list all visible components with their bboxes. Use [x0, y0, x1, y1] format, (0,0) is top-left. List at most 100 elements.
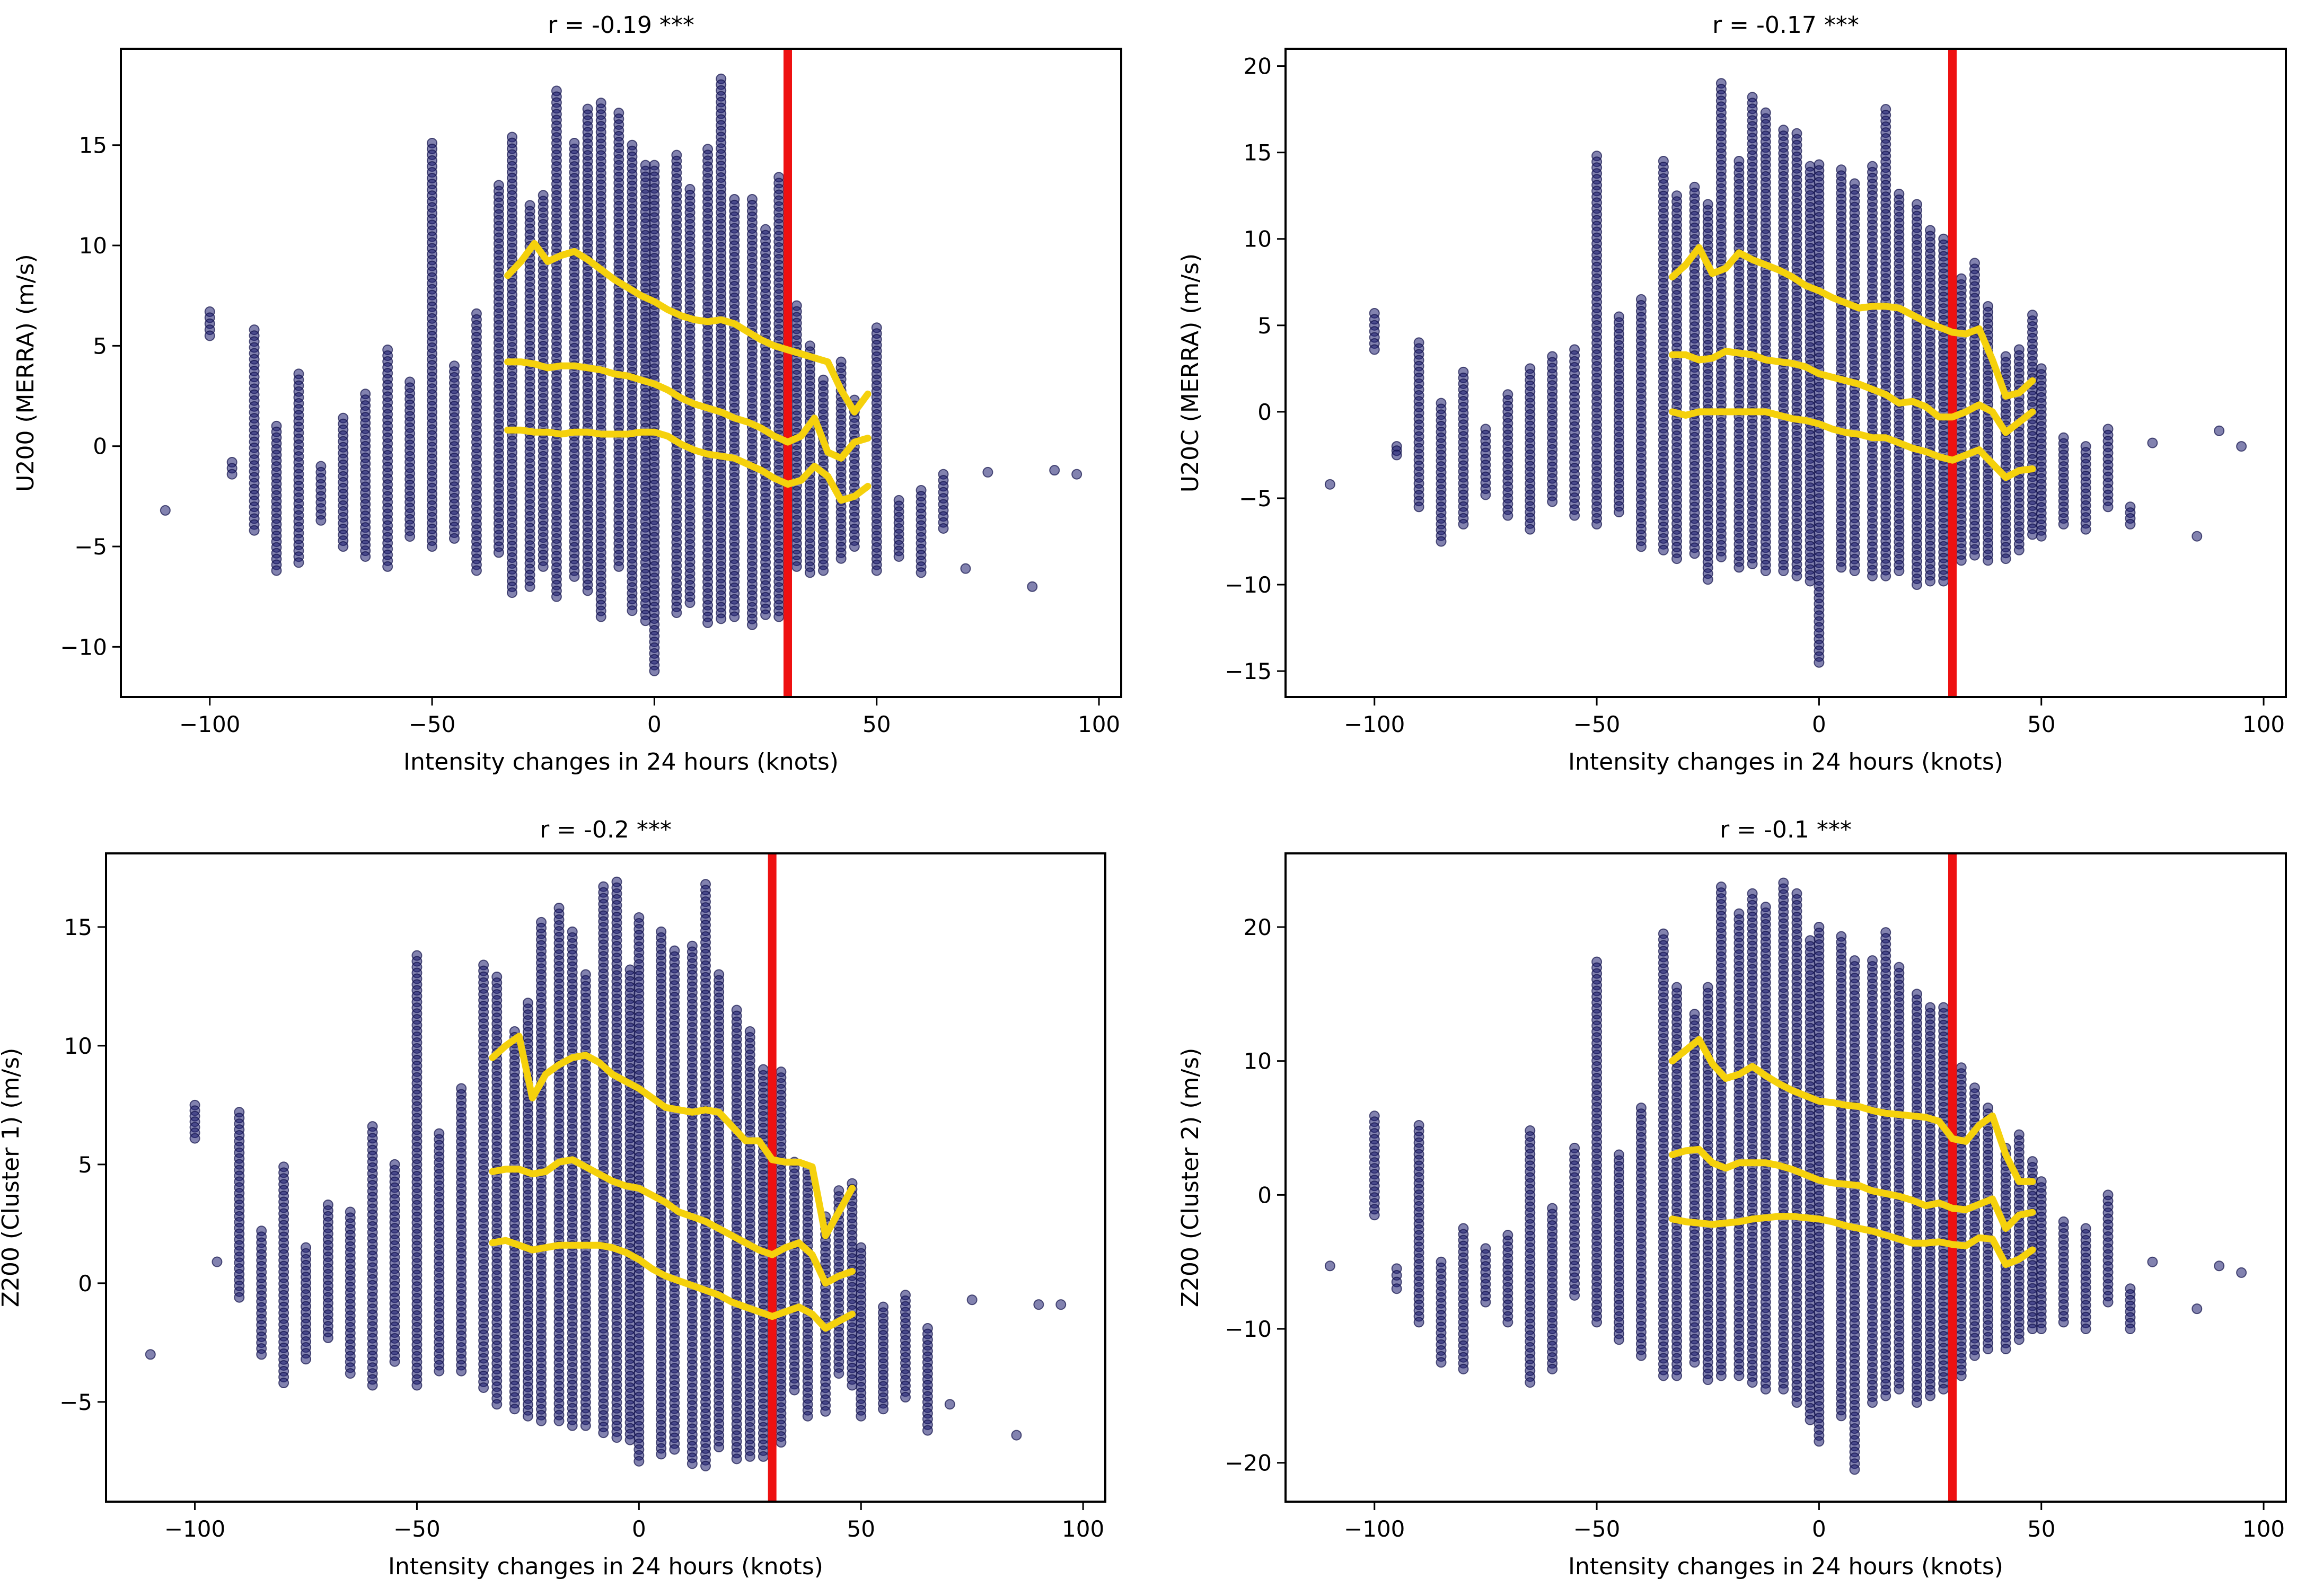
- point-column: [293, 368, 304, 568]
- y-tick-label: 10: [79, 233, 107, 259]
- x-tick-label: 0: [1812, 711, 1826, 737]
- data-point: [449, 533, 460, 544]
- data-point: [524, 581, 535, 592]
- point-column: [1880, 104, 1891, 581]
- point-column: [360, 389, 371, 562]
- point-column: [1547, 351, 1558, 507]
- data-point: [367, 1380, 378, 1391]
- data-point: [760, 609, 771, 620]
- data-point: [1502, 510, 1513, 521]
- point-column: [1635, 294, 1647, 552]
- point-column: [1760, 107, 1771, 576]
- data-point: [1480, 489, 1491, 500]
- data-point: [2027, 529, 2038, 540]
- point-column: [234, 1107, 245, 1303]
- plot-area: [160, 49, 1083, 697]
- data-point: [773, 611, 785, 622]
- point-column: [1938, 233, 1949, 587]
- point-column: [491, 971, 503, 1410]
- data-point: [716, 613, 727, 624]
- point-column: [271, 420, 282, 576]
- point-column: [507, 131, 518, 598]
- point-column: [256, 1225, 267, 1360]
- data-point: [1049, 465, 1060, 476]
- point-column: [2027, 310, 2038, 540]
- trend-line-upper: [504, 240, 872, 416]
- y-tick-label: 0: [93, 434, 107, 460]
- data-point: [640, 615, 651, 627]
- data-point: [1324, 479, 1335, 490]
- data-point: [1391, 449, 1402, 461]
- point-column: [1480, 424, 1491, 500]
- point-column: [746, 193, 758, 630]
- data-point: [1027, 581, 1038, 592]
- data-point: [478, 1382, 489, 1393]
- data-point: [2058, 518, 2069, 530]
- point-column: [411, 950, 423, 1391]
- data-point: [1715, 551, 1727, 562]
- point-column: [1614, 311, 1624, 518]
- point-column: [1413, 337, 1424, 513]
- point-column: [729, 193, 740, 622]
- data-point: [271, 565, 282, 576]
- data-point: [2147, 437, 2158, 448]
- point-column: [1894, 188, 1905, 576]
- data-point: [1814, 657, 1825, 668]
- point-column: [684, 184, 696, 609]
- data-point: [160, 505, 171, 516]
- point-column: [1778, 125, 1789, 576]
- y-tick-label: −10: [1225, 572, 1272, 598]
- data-point: [1525, 524, 1536, 535]
- data-point: [916, 567, 927, 578]
- data-point: [427, 541, 438, 552]
- point-column: [404, 376, 416, 542]
- x-tick-label: 50: [2027, 711, 2055, 737]
- data-point: [1969, 550, 1980, 561]
- point-column: [716, 73, 727, 624]
- data-point: [338, 541, 349, 552]
- data-point: [982, 466, 993, 478]
- data-point: [1569, 510, 1580, 521]
- data-point: [569, 571, 580, 582]
- data-point: [1436, 536, 1447, 547]
- data-point: [791, 561, 802, 572]
- data-point: [1791, 570, 1802, 581]
- point-column: [449, 360, 460, 544]
- y-tick-label: 10: [1244, 226, 1272, 252]
- data-point: [849, 541, 860, 552]
- point-column: [538, 190, 549, 572]
- point-column: [804, 340, 815, 578]
- x-axis-label: Intensity changes in 24 hours (knots): [1568, 748, 2003, 775]
- data-point: [382, 561, 393, 572]
- point-column: [427, 137, 438, 552]
- point-column: [893, 495, 904, 562]
- data-point: [1805, 576, 1816, 587]
- data-point: [315, 515, 327, 526]
- data-point: [2102, 501, 2114, 513]
- data-point: [1867, 570, 1878, 581]
- point-column: [478, 959, 489, 1393]
- data-point: [507, 587, 518, 598]
- data-point: [1071, 469, 1083, 480]
- data-point: [2214, 425, 2225, 436]
- plot-area: [1324, 49, 2247, 697]
- chart-title: r = -0.19 ***: [548, 12, 694, 39]
- point-column: [1791, 128, 1802, 581]
- x-tick-label: −50: [409, 711, 456, 737]
- data-point: [1747, 558, 1758, 569]
- data-point: [649, 665, 660, 676]
- y-axis-label: U20C (MERRA) (m/s): [1177, 253, 1204, 492]
- data-point: [278, 1378, 289, 1389]
- x-tick-label: 100: [2242, 711, 2285, 737]
- point-column: [204, 306, 215, 341]
- data-point: [746, 619, 758, 630]
- point-column: [226, 456, 237, 480]
- data-point: [493, 547, 504, 558]
- x-tick-label: −100: [179, 711, 240, 737]
- data-point: [1671, 553, 1683, 565]
- data-point: [1658, 544, 1669, 555]
- y-tick-label: 20: [1244, 54, 1272, 80]
- data-point: [293, 557, 304, 568]
- data-point: [1925, 576, 1936, 587]
- point-column: [249, 324, 260, 536]
